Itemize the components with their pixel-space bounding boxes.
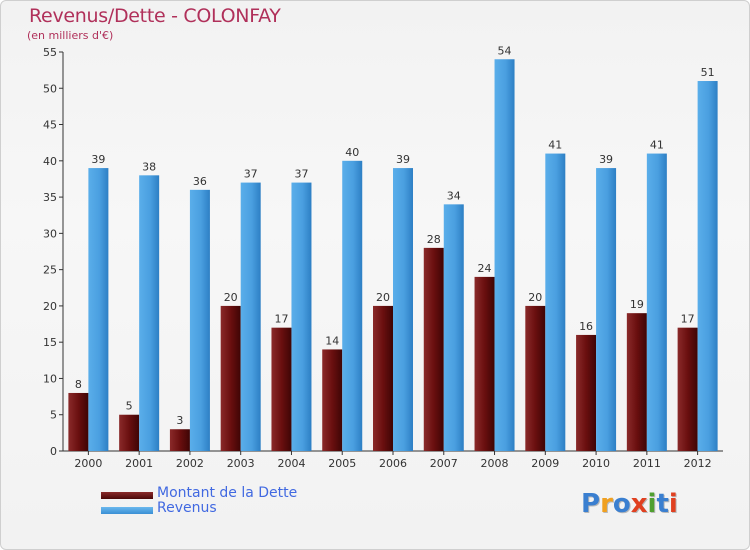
legend-label-dette: Montant de la Dette (157, 485, 298, 501)
revenus-bar (494, 59, 515, 451)
revenus-bar (393, 168, 413, 451)
y-tick-label: 50 (43, 82, 57, 95)
revenus-bar (443, 204, 464, 451)
revenus-bar-value-label: 41 (650, 139, 664, 152)
dette-bar (677, 327, 698, 451)
chart-title: Revenus/Dette - COLONFAY (29, 5, 281, 27)
dette-bar (525, 305, 546, 451)
logo-letter: r (600, 489, 613, 519)
dette-bar (373, 305, 393, 451)
revenus-bar (646, 153, 667, 451)
legend-swatch-dette (101, 492, 153, 499)
dette-bar-value-label: 3 (176, 414, 183, 427)
dette-bar-value-label: 16 (579, 320, 593, 333)
revenus-bar-value-label: 34 (447, 189, 461, 202)
logo-letter: o (612, 489, 631, 519)
revenus-bar-value-label: 51 (701, 66, 715, 79)
dette-bar-value-label: 20 (376, 291, 390, 304)
dette-bar-value-label: 28 (427, 233, 441, 246)
revenus-bar (189, 189, 210, 451)
y-tick-label: 20 (43, 300, 57, 313)
y-tick-label: 40 (43, 155, 57, 168)
revenus-bar-value-label: 54 (498, 44, 512, 57)
logo-letter: P (581, 489, 601, 519)
revenus-bar (545, 153, 566, 451)
x-tick-label: 2003 (227, 457, 255, 470)
dette-bar-value-label: 20 (528, 291, 542, 304)
revenus-bar-value-label: 39 (599, 153, 613, 166)
revenus-bar-value-label: 36 (193, 175, 207, 188)
revenus-bar (291, 182, 312, 451)
revenus-bar (88, 168, 109, 451)
dette-bar-value-label: 17 (681, 313, 695, 326)
dette-bar (220, 305, 241, 451)
revenus-bar-value-label: 38 (142, 160, 156, 173)
y-tick-label: 45 (43, 119, 57, 132)
dette-bar-value-label: 24 (478, 262, 492, 275)
dette-bar-value-label: 8 (75, 378, 82, 391)
revenus-bar (139, 175, 160, 451)
dette-bar (68, 392, 89, 451)
dette-bar (169, 429, 190, 451)
revenus-bar-value-label: 37 (244, 168, 258, 181)
bars (68, 59, 718, 451)
revenus-bar-value-label: 41 (548, 139, 562, 152)
logo-letter: i (647, 489, 657, 519)
dette-bar (322, 349, 343, 451)
revenus-bar (596, 168, 617, 451)
x-tick-label: 2000 (74, 457, 102, 470)
y-tick-label: 30 (43, 227, 57, 240)
y-tick-label: 5 (50, 409, 57, 422)
logo-letter: t (656, 489, 669, 519)
x-tick-label: 2006 (379, 457, 407, 470)
logo-letter: x (630, 489, 648, 519)
x-tick-label: 2007 (430, 457, 458, 470)
chart-subtitle: (en milliers d'€) (27, 29, 114, 42)
revenus-bar-value-label: 40 (345, 146, 359, 159)
x-tick-label: 2012 (684, 457, 712, 470)
dette-bar (423, 247, 444, 451)
x-tick-label: 2005 (328, 457, 356, 470)
proxiti-logo: Proxiti (581, 489, 678, 519)
x-tick-label: 2009 (531, 457, 559, 470)
revenus-bar (697, 81, 718, 451)
y-tick-label: 25 (43, 264, 57, 277)
dette-bar (119, 414, 140, 451)
x-tick-label: 2004 (277, 457, 305, 470)
y-axis: 0 5 10 15 20 25 30 35 40 45 50 55 (43, 46, 64, 458)
revenus-bar-value-label: 39 (396, 153, 410, 166)
x-tick-label: 2002 (176, 457, 204, 470)
y-tick-label: 55 (43, 46, 57, 59)
revenus-bar (342, 160, 363, 451)
value-labels: 8 5 3 20 17 14 20 28 24 20 16 19 17 39 38 36 37 37 40 39 34 5… (75, 44, 715, 427)
dette-bar-value-label: 19 (630, 298, 644, 311)
x-tick-label: 2011 (633, 457, 661, 470)
y-tick-label: 35 (43, 191, 57, 204)
revenus-bar (240, 182, 261, 451)
legend-swatch-revenus (101, 507, 153, 514)
revenus-bar-value-label: 39 (91, 153, 105, 166)
x-tick-label: 2010 (582, 457, 610, 470)
dette-bar (626, 313, 647, 451)
y-tick-label: 0 (50, 445, 57, 458)
dette-bar (474, 276, 495, 451)
legend-label-revenus: Revenus (157, 500, 217, 516)
dette-bar-value-label: 14 (325, 334, 339, 347)
dette-bar (576, 334, 597, 451)
x-axis: 2000 2001 2002 2003 2004 2005 2006 2007 2008 2009… (63, 450, 723, 470)
x-tick-label: 2001 (125, 457, 153, 470)
revenus-bar-value-label: 37 (294, 168, 308, 181)
y-tick-label: 15 (43, 336, 57, 349)
logo-letter: i (668, 489, 678, 519)
dette-bar-value-label: 5 (126, 400, 133, 413)
x-tick-label: 2008 (481, 457, 509, 470)
dette-bar-value-label: 20 (224, 291, 238, 304)
dette-bar-value-label: 17 (274, 313, 288, 326)
y-tick-label: 10 (43, 372, 57, 385)
dette-bar (271, 327, 292, 451)
